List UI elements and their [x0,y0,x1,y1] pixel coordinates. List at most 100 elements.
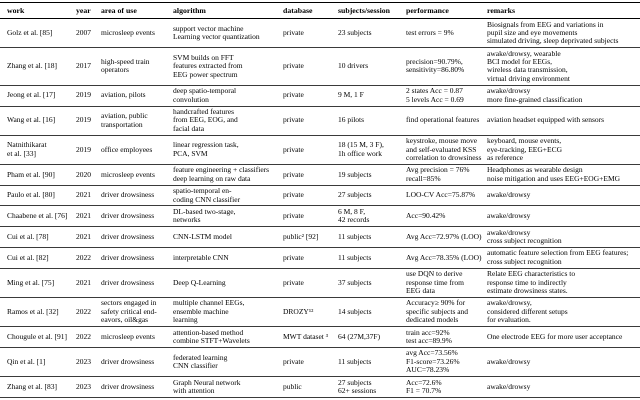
cell-work: Zhang et al. [18] [0,47,74,86]
cell-area: driver drowsiness [99,346,171,377]
cell-algorithm: DL-based two-stage, networks [171,205,281,227]
table-row: Chougule et al. [91] 2022 microsleep event… [0,326,640,348]
cell-remarks: Headphones as wearable design noise miti… [485,163,640,186]
cell-year: 2021 [74,226,99,248]
cell-area: driver drowsiness [99,184,171,206]
cell-performance: Avg Acc=78.35% (LOO) [404,246,485,269]
cell-performance: Acc=72.6% F1 = 70.7% [404,376,485,398]
cell-remarks: awake/drowsy more fine-grained classific… [485,84,640,107]
cell-algorithm: multiple channel EEGs, ensemble machine … [171,296,281,327]
cell-algorithm: handcrafted features from EEG, EOG, and … [171,105,281,136]
cell-area: office employees [99,134,171,165]
column-header-performance: performance [404,2,485,19]
cell-work: Cui et al. [78] [0,226,74,248]
cell-area: microsleep events [99,326,171,348]
table-row: Lee et al. [79]2023drowsiness detectionL… [0,396,640,400]
cell-database: public [281,376,336,398]
table-row: Ming et al. [75] 2021 driver drowsiness Dee… [0,267,640,298]
cell-algorithm: deep spatio-temporal convolution [171,84,281,107]
header-row: work year area of use algorithm database subj… [0,2,640,19]
cell-database: private [281,134,336,165]
table-row: Natnithikarat et al. [33] 2019 office empl… [0,134,640,165]
cell-year: 2021 [74,184,99,206]
cell-algorithm: spatio-temporal en- coding CNN classifie… [171,184,281,206]
cell-database: private [283,27,304,37]
cell-performance: keystroke, mouse move and self-evaluated… [404,134,485,165]
cell-area: driver drowsiness [99,226,171,248]
column-header-algorithm: algorithm [171,2,281,19]
cell-performance: LOO-CV Acc=75.87% [404,184,485,206]
cell-algorithm: linear regression task, PCA, SVM [171,134,281,165]
cell-subjects: 27 subjects [336,184,404,206]
cell-performance: F1=95% (4000ms) Acc=85.6% (500ms) [404,396,485,400]
cell-algorithm: LSTM-CNN model [171,396,281,400]
cell-remarks: aviation headset equipped with sensors [485,105,640,136]
cell-remarks: Biosignals from EEG and variations in pu… [487,19,619,46]
column-header-subjects: subjects/session [336,2,404,19]
column-header-work: work [0,2,74,19]
cell-database: private [281,105,336,136]
cell-database: private [281,267,336,298]
cell-performance: precision=90.79%, sensitivity=86.80% [404,47,485,86]
cell-algorithm: federated learning CNN classifier [171,346,281,377]
cell-performance: 2 states Acc = 0.87 5 levels Acc = 0.69 [404,84,485,107]
table-row: Ramos et al. [32] 2022 sectors engaged in … [0,296,640,327]
cell-work: Chougule et al. [91] [0,326,74,348]
cell-database: DROZY¹² [281,296,336,327]
cell-year: 2023 [74,376,99,398]
cell-area: microsleep events [99,163,171,186]
cell-work: Ming et al. [75] [0,267,74,298]
cell-remarks: awake/drowsy [485,184,640,206]
column-header-database: database [281,2,336,19]
cell-area: aviation, public transportation [99,105,171,136]
table-row: Cui et al. [78] 2021 driver drowsiness CNN-… [0,226,640,248]
cell-performance: Avg Acc=72.97% (LOO) [404,226,485,248]
cell-year: 2023 [74,346,99,377]
cell-work: Pham et al. [90] [0,163,74,186]
cell-remarks: awake/drowsy [485,376,640,398]
cell-work: Paulo et al. [80] [0,184,74,206]
cell-subjects: 27 subjects 62+ sessions [336,376,404,398]
cell-remarks: awake/drowsy cross subject recognition [485,226,640,248]
cell-subjects: 18 (15 M, 3 F), 1h office work [336,134,404,165]
cell-subjects: 23 subjects [338,27,372,37]
cell-algorithm: interpretable CNN [171,246,281,269]
column-header-year: year [74,2,99,19]
cell-year: 2020 [74,163,99,186]
cell-year: 2019 [74,134,99,165]
cell-subjects: 19 subjects [336,396,404,400]
cell-area: sectors engaged in safety critical end- … [99,296,171,327]
cell-year: 2021 [74,267,99,298]
cell-algorithm: Deep Q-Learning [171,267,281,298]
cell-database: private [281,205,336,227]
cell-subjects: 64 (27M,37F) [336,326,404,348]
column-header-area: area of use [99,2,171,19]
cell-subjects: 10 drivers [336,47,404,86]
cell-area: driver drowsiness [99,267,171,298]
cell-area: driver drowsiness [99,246,171,269]
cell-performance: Avg precision = 76% recall=85% [404,163,485,186]
cell-year: 2019 [74,84,99,107]
cell-year: 2017 [74,47,99,86]
cell-work: Lee et al. [79] [0,396,74,400]
cell-remarks: awake/drowsy, considered different setup… [485,296,640,327]
cell-subjects: 6 M, 8 F, 42 records [336,205,404,227]
cell-area: microsleep events [101,27,155,37]
cell-work: Chaabene et al. [76] [0,205,74,227]
cell-database: private [281,47,336,86]
cell-remarks: One electrode EEG for more user acceptan… [485,326,640,348]
cell-subjects: 9 M, 1 F [336,84,404,107]
cell-remarks: Relate EEG characteristics to response t… [485,267,640,298]
table-row: Jeong et al. [17] 2019 aviation, pilots dee… [0,84,640,107]
table-row: Cui et al. [82] 2022 driver drowsiness inte… [0,246,640,269]
table-row: Wang et al. [16] 2019 aviation, public tra… [0,105,640,136]
cell-database: private [281,246,336,269]
cell-work: Natnithikarat et al. [33] [0,134,74,165]
table-row: Zhang et al. [18] 2017 high-speed train op… [0,47,640,86]
cell-year: 2022 [74,296,99,327]
cell-remarks: awake/drowsy [485,346,640,377]
cell-algorithm: feature engineering + classifiers deep l… [171,163,281,186]
cell-year: 2021 [74,205,99,227]
cell-performance: Accuracy≥ 90% for specific subjects and … [404,296,485,327]
cell-database: private [281,184,336,206]
